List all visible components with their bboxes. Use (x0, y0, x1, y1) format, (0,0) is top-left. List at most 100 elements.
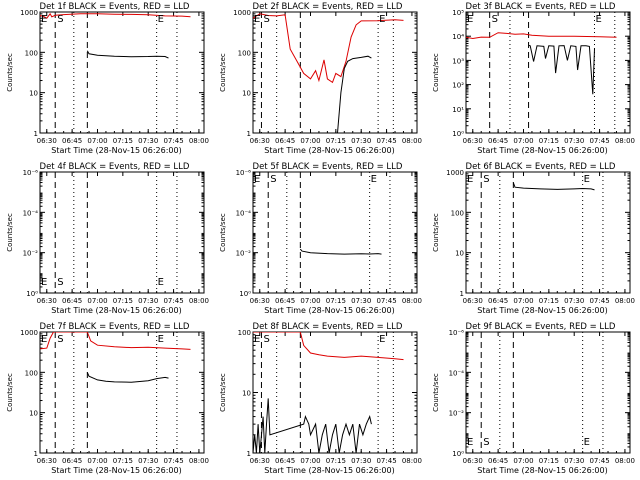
plot-frame (252, 171, 418, 294)
x-tick-label: 07:00 (87, 297, 107, 305)
events-series-line (337, 55, 372, 133)
x-tick-label: 06:30 (463, 297, 483, 305)
x-tick-label: 07:30 (564, 297, 584, 305)
x-tick-label: 07:00 (300, 137, 320, 145)
plot-frame (39, 11, 205, 134)
y-tick-label: 1000 (446, 169, 464, 177)
x-tick-label: 06:45 (275, 137, 295, 145)
y-tick-label: 10³ (452, 57, 464, 65)
y-tick-label: 10⁻² (236, 250, 252, 258)
events-series-line (86, 372, 169, 383)
panel-title: Det 3f BLACK = Events, RED = LLD (466, 2, 616, 12)
start-edge-label: E (254, 334, 260, 345)
y-tick-label: 10⁰ (452, 130, 464, 138)
x-tick-label: 06:30 (250, 297, 270, 305)
x-tick-label: 07:15 (326, 137, 346, 145)
y-tick-label: 10⁻⁴ (449, 369, 465, 377)
x-tick-label: 06:45 (62, 137, 82, 145)
start-edge-label: E (467, 14, 473, 25)
y-tick-label: 100 (238, 49, 251, 57)
E-marker-label: E (158, 277, 164, 288)
events-series-line (253, 398, 372, 453)
x-tick-label: 07:15 (113, 137, 133, 145)
x-tick-label: 07:45 (589, 137, 609, 145)
panel-title: Det 8f BLACK = Events, RED = LLD (253, 322, 403, 332)
start-edge-label: E (254, 14, 260, 25)
x-axis-label: Start Time (28-Nov-15 06:26:00) (264, 146, 394, 155)
start-edge-label: E (467, 174, 473, 185)
x-tick-label: 07:00 (87, 137, 107, 145)
lld-series-line (40, 332, 191, 350)
y-axis-label: Counts/sec (219, 53, 227, 92)
x-tick-label: 06:45 (488, 137, 508, 145)
x-tick-label: 07:45 (376, 297, 396, 305)
panel-title: Det 9f BLACK = Events, RED = LLD (466, 322, 616, 332)
y-tick-label: 1 (34, 450, 38, 458)
y-axis-label: Counts/sec (6, 53, 14, 92)
panel-det-1: Det 1f BLACK = Events, RED = LLD 06:30 06:… (6, 2, 209, 155)
y-tick-label: 10² (452, 82, 464, 90)
y-tick-label: 10⁵ (452, 9, 464, 17)
x-tick-label: 07:30 (564, 137, 584, 145)
panel-title: Det 5f BLACK = Events, RED = LLD (253, 162, 403, 172)
x-tick-label: 07:15 (539, 137, 559, 145)
x-tick-label: 08:00 (402, 137, 422, 145)
plot-frame (39, 331, 205, 454)
y-tick-label: 1 (247, 450, 251, 458)
lld-series-line (40, 12, 191, 19)
plot-frame (39, 171, 205, 294)
x-tick-label: 06:45 (488, 297, 508, 305)
events-series-line (528, 44, 595, 95)
x-tick-label: 08:00 (615, 457, 635, 465)
x-axis-label: Start Time (28-Nov-15 06:26:00) (264, 466, 394, 475)
x-tick-label: 06:30 (463, 457, 483, 465)
start-edge-label: E (254, 174, 260, 185)
x-tick-label: 06:30 (250, 457, 270, 465)
x-tick-label: 07:15 (113, 457, 133, 465)
plot-frame (465, 11, 631, 134)
events-series-line (299, 248, 382, 255)
panel-det-8: Det 8f BLACK = Events, RED = LLD 06:30 06:… (219, 322, 422, 475)
lld-series-line (466, 32, 617, 40)
x-tick-label: 07:00 (87, 457, 107, 465)
x-tick-label: 07:45 (376, 457, 396, 465)
x-tick-label: 06:30 (37, 137, 57, 145)
y-axis-label: Counts/sec (219, 373, 227, 412)
x-tick-label: 08:00 (615, 137, 635, 145)
y-axis-label: Counts/sec (6, 213, 14, 252)
y-tick-label: 10⁻⁴ (236, 209, 252, 217)
panel-det-2: Det 2f BLACK = Events, RED = LLD 06:30 06:… (219, 2, 422, 155)
x-tick-label: 07:30 (351, 457, 371, 465)
x-axis-label: Start Time (28-Nov-15 06:26:00) (51, 306, 181, 315)
x-tick-label: 06:30 (463, 137, 483, 145)
x-tick-label: 08:00 (615, 297, 635, 305)
x-tick-label: 06:45 (488, 457, 508, 465)
x-tick-label: 07:30 (564, 457, 584, 465)
S-marker-label: S (57, 277, 63, 288)
x-axis-label: Start Time (28-Nov-15 06:26:00) (51, 466, 181, 475)
x-tick-label: 07:45 (589, 297, 609, 305)
x-axis-label: Start Time (28-Nov-15 06:26:00) (477, 466, 607, 475)
S-marker-label: S (57, 14, 63, 25)
panel-title: Det 7f BLACK = Events, RED = LLD (40, 322, 190, 332)
x-axis-label: Start Time (28-Nov-15 06:26:00) (264, 306, 394, 315)
x-tick-label: 07:00 (513, 457, 533, 465)
x-tick-label: 07:15 (326, 457, 346, 465)
events-series-line (86, 50, 169, 59)
y-tick-label: 10 (29, 90, 38, 98)
plot-frame (465, 331, 631, 454)
x-tick-label: 06:45 (275, 457, 295, 465)
S-marker-label: S (483, 437, 489, 448)
panel-det-9: Det 9f BLACK = Events, RED = LLD 06:30 06:… (432, 322, 635, 475)
x-tick-label: 07:45 (589, 457, 609, 465)
S-marker-label: S (263, 334, 269, 345)
panel-det-6: Det 6f BLACK = Events, RED = LLD 06:30 06:… (432, 162, 635, 315)
x-tick-label: 06:45 (275, 297, 295, 305)
x-axis-label: Start Time (28-Nov-15 06:26:00) (51, 146, 181, 155)
y-tick-label: 10⁻⁴ (23, 209, 39, 217)
y-tick-label: 10⁰ (26, 290, 38, 298)
y-tick-label: 10⁴ (452, 33, 464, 41)
x-tick-label: 06:30 (37, 297, 57, 305)
x-tick-label: 07:45 (163, 457, 183, 465)
x-tick-label: 07:00 (513, 137, 533, 145)
